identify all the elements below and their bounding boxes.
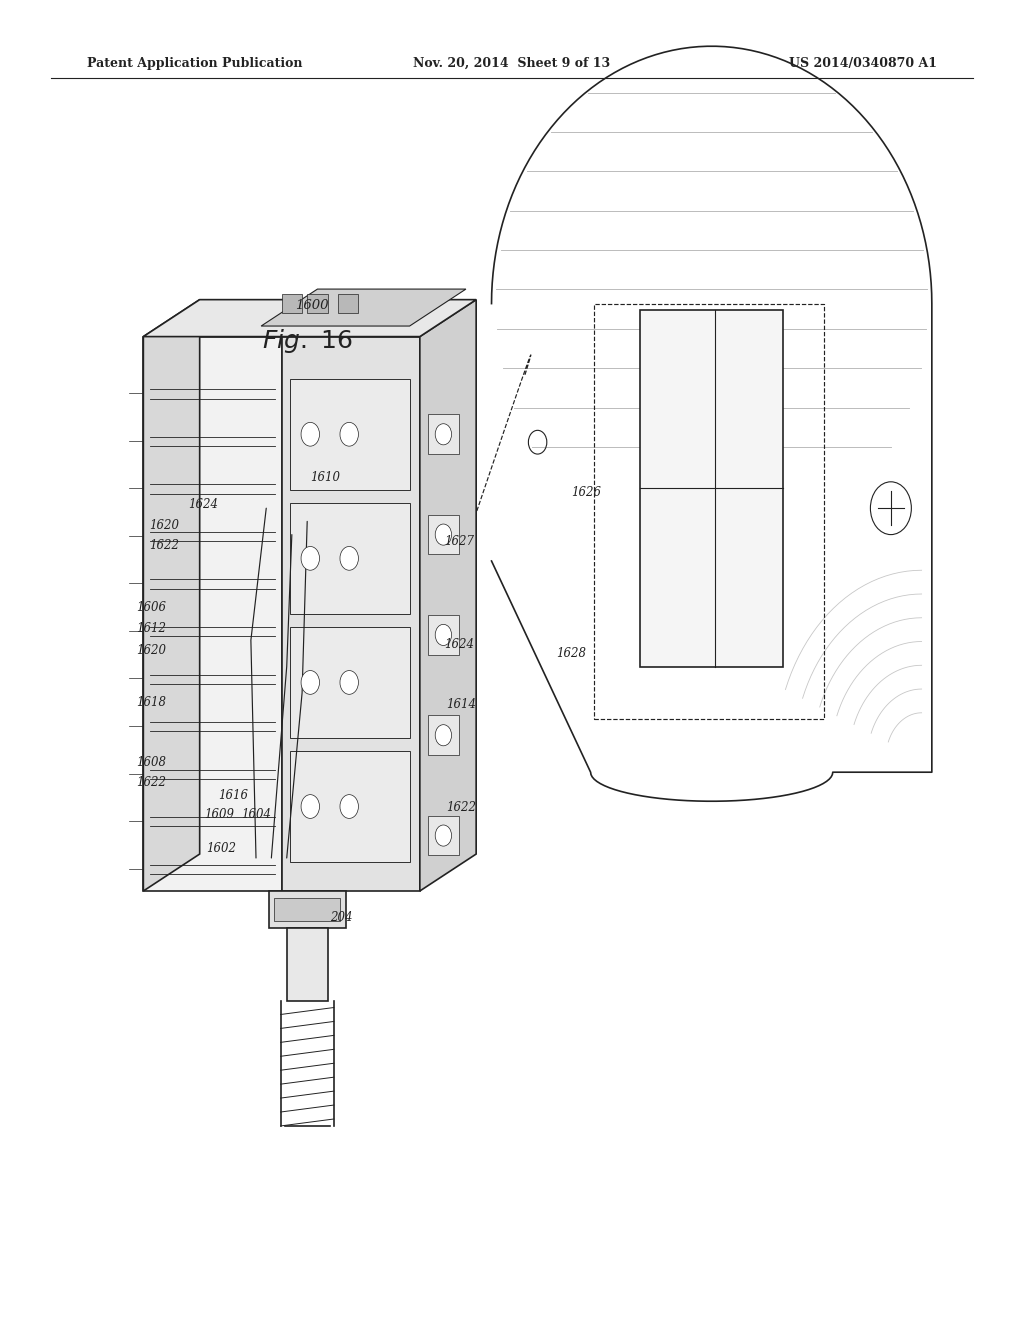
Circle shape xyxy=(435,524,452,545)
Polygon shape xyxy=(143,300,200,891)
Text: 1622: 1622 xyxy=(136,776,167,789)
Text: 1628: 1628 xyxy=(556,647,587,660)
Text: 1612: 1612 xyxy=(136,622,167,635)
Circle shape xyxy=(435,825,452,846)
Circle shape xyxy=(301,546,319,570)
Circle shape xyxy=(301,795,319,818)
Polygon shape xyxy=(261,289,466,326)
Text: 1600: 1600 xyxy=(296,298,329,312)
Circle shape xyxy=(301,671,319,694)
Bar xyxy=(594,304,824,719)
Text: 1626: 1626 xyxy=(570,486,601,499)
Text: US 2014/0340870 A1: US 2014/0340870 A1 xyxy=(788,57,937,70)
Bar xyxy=(290,627,410,738)
Circle shape xyxy=(340,671,358,694)
Polygon shape xyxy=(640,310,783,667)
Bar xyxy=(282,294,302,313)
Polygon shape xyxy=(282,337,420,891)
Polygon shape xyxy=(420,300,476,891)
Bar xyxy=(428,515,459,554)
Text: 1616: 1616 xyxy=(218,789,249,803)
Text: 1624: 1624 xyxy=(187,498,218,511)
Polygon shape xyxy=(143,300,476,337)
Bar xyxy=(290,503,410,614)
Text: 1614: 1614 xyxy=(445,698,476,711)
Bar xyxy=(269,891,346,928)
Text: 1620: 1620 xyxy=(136,644,167,657)
Bar xyxy=(338,294,358,313)
Text: 1627: 1627 xyxy=(443,535,474,548)
Text: 204: 204 xyxy=(330,911,352,924)
Circle shape xyxy=(870,482,911,535)
Text: 1622: 1622 xyxy=(445,801,476,814)
Bar xyxy=(428,715,459,755)
Text: 1602: 1602 xyxy=(206,842,237,855)
Text: 1624: 1624 xyxy=(443,638,474,651)
Circle shape xyxy=(340,795,358,818)
Text: $\mathit{Fig.\ 16}$: $\mathit{Fig.\ 16}$ xyxy=(262,326,352,355)
Text: 1608: 1608 xyxy=(136,756,167,770)
Bar xyxy=(428,414,459,454)
Text: 1609: 1609 xyxy=(204,808,234,821)
Polygon shape xyxy=(143,337,282,891)
Bar xyxy=(307,294,328,313)
Circle shape xyxy=(435,424,452,445)
Circle shape xyxy=(340,422,358,446)
Bar xyxy=(287,928,328,1001)
Circle shape xyxy=(301,422,319,446)
Text: 1618: 1618 xyxy=(136,696,167,709)
Bar xyxy=(290,751,410,862)
Text: 1606: 1606 xyxy=(136,601,167,614)
Text: 1620: 1620 xyxy=(148,519,179,532)
Text: 1604: 1604 xyxy=(241,808,271,821)
Text: 1622: 1622 xyxy=(148,539,179,552)
Text: Patent Application Publication: Patent Application Publication xyxy=(87,57,302,70)
Bar xyxy=(274,898,341,921)
Bar xyxy=(290,379,410,490)
Bar xyxy=(428,615,459,655)
Text: 1610: 1610 xyxy=(310,471,341,484)
Text: Nov. 20, 2014  Sheet 9 of 13: Nov. 20, 2014 Sheet 9 of 13 xyxy=(414,57,610,70)
Circle shape xyxy=(435,624,452,645)
Circle shape xyxy=(340,546,358,570)
Bar xyxy=(428,816,459,855)
Circle shape xyxy=(435,725,452,746)
